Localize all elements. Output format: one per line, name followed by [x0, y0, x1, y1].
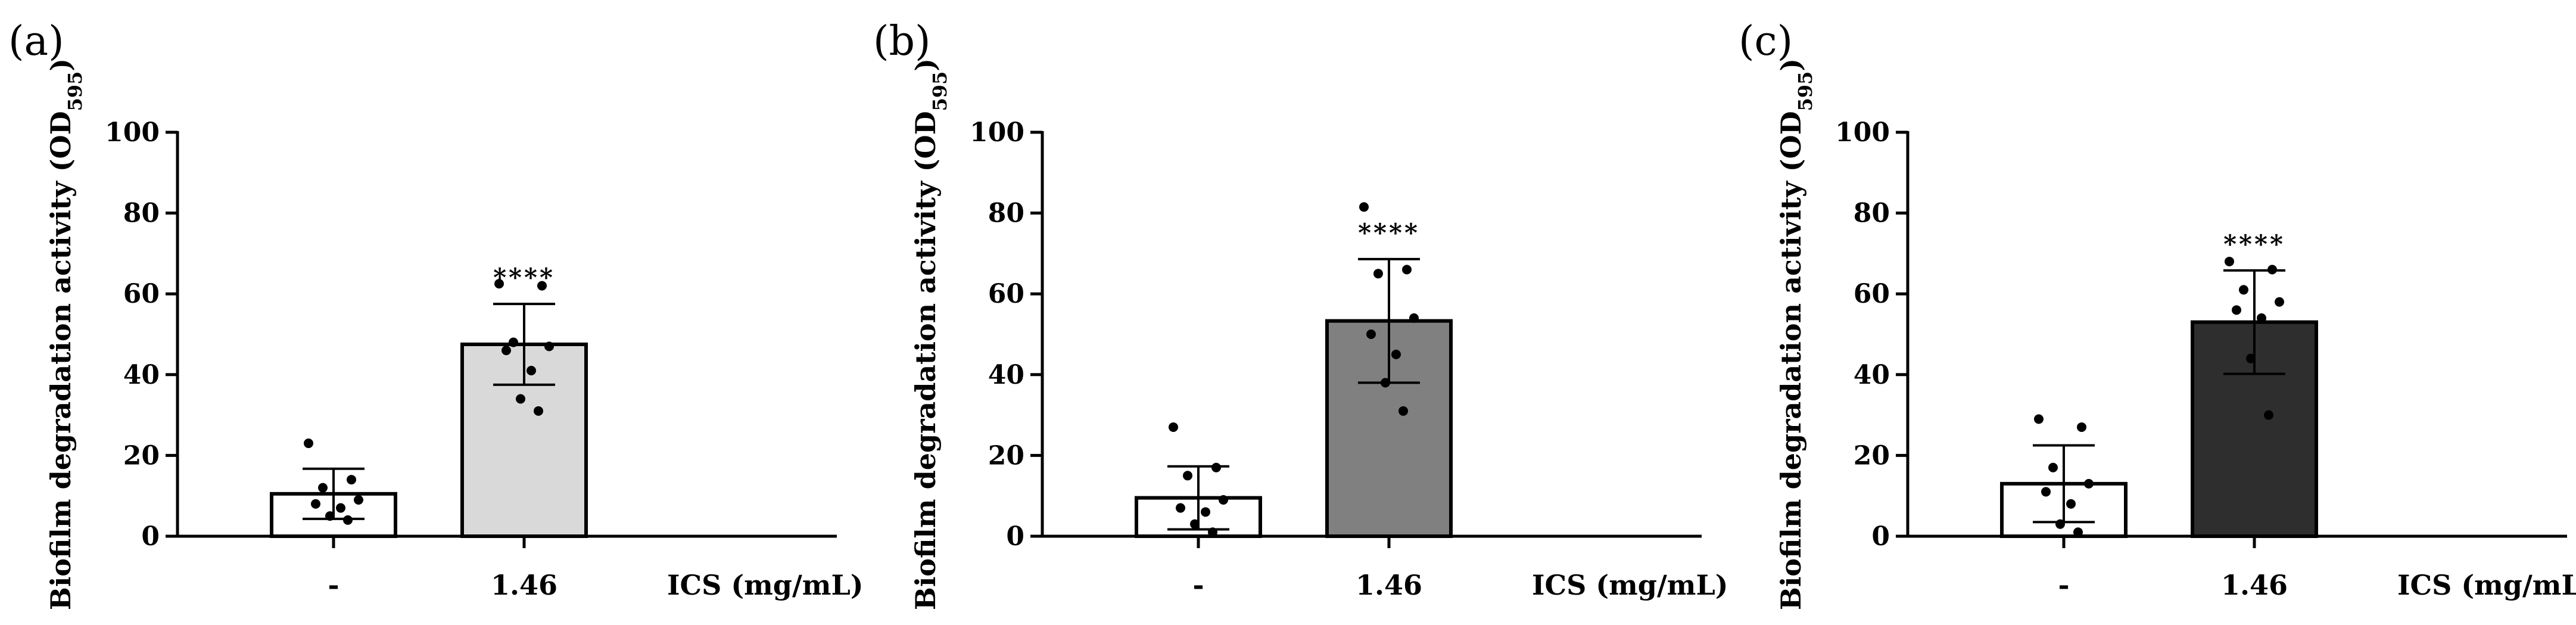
- y-tick-label: 40: [123, 360, 160, 390]
- data-point: [1402, 265, 1412, 275]
- y-tick-label: 0: [141, 521, 160, 552]
- y-tick-label: 100: [1835, 117, 1890, 148]
- data-point: [502, 346, 511, 356]
- y-tick-label: 20: [123, 440, 160, 471]
- data-point: [534, 406, 543, 416]
- data-point: [354, 495, 363, 505]
- y-axis-label-subscript: 595: [64, 71, 86, 111]
- data-point: [2048, 462, 2058, 472]
- data-point: [1373, 269, 1383, 279]
- significance-marker: ****: [1358, 218, 1420, 247]
- data-point: [2264, 410, 2273, 420]
- panel-label: (a): [8, 18, 64, 65]
- panel-0: (a)Biofilm degradation activity (OD595)0…: [8, 18, 864, 610]
- data-point: [2275, 297, 2284, 307]
- category-label-1: 1.46: [2221, 569, 2288, 601]
- y-tick-label: 0: [1871, 521, 1890, 552]
- data-point: [1366, 329, 1376, 339]
- data-point: [2257, 313, 2266, 323]
- y-tick-label: 40: [1854, 360, 1890, 390]
- data-point: [1201, 507, 1210, 517]
- category-label-0: -: [2058, 569, 2069, 601]
- y-tick-label: 80: [123, 198, 160, 229]
- y-axis-label-main: Biofilm degradation activity (OD: [1775, 111, 1807, 610]
- data-point: [325, 511, 335, 521]
- data-point: [1391, 349, 1401, 359]
- y-tick-label: 0: [1006, 521, 1024, 552]
- y-axis-label-end: ): [45, 58, 77, 71]
- x-axis-label: ICS (mg/mL): [1532, 569, 1728, 601]
- data-point: [1409, 313, 1419, 323]
- significance-marker: ****: [493, 263, 555, 292]
- data-point: [343, 515, 353, 525]
- data-point: [2077, 422, 2086, 432]
- data-point: [2267, 265, 2277, 275]
- data-point: [537, 281, 547, 291]
- data-point: [2225, 256, 2234, 266]
- data-point: [509, 337, 518, 347]
- y-tick-label: 60: [988, 279, 1024, 309]
- category-label-0: -: [328, 569, 339, 601]
- data-point: [2055, 519, 2065, 529]
- category-label-1: 1.46: [491, 569, 557, 601]
- y-axis-label-end: ): [1775, 58, 1807, 71]
- data-point: [2084, 478, 2094, 489]
- y-axis-label-subscript: 595: [929, 71, 951, 111]
- data-point: [1359, 202, 1369, 212]
- data-point: [336, 503, 345, 513]
- y-tick-label: 20: [1854, 440, 1890, 471]
- data-point: [1190, 519, 1200, 529]
- panel-1: (b)Biofilm degradation activity (OD595)0…: [873, 18, 1728, 610]
- y-tick-label: 80: [1854, 198, 1890, 229]
- data-point: [1398, 406, 1408, 416]
- y-axis-label-main: Biofilm degradation activity (OD: [909, 111, 942, 610]
- y-axis-label: Biofilm degradation activity (OD595): [1775, 58, 1817, 610]
- data-point: [2232, 305, 2241, 315]
- significance-marker: ****: [2223, 229, 2285, 259]
- data-point: [318, 483, 328, 493]
- panel-label: (b): [873, 18, 931, 65]
- data-point: [347, 475, 356, 485]
- data-point: [2034, 414, 2044, 424]
- data-point: [544, 341, 554, 352]
- data-point: [516, 394, 525, 404]
- data-point: [1219, 495, 1228, 505]
- data-point: [527, 366, 536, 376]
- y-tick-label: 60: [1854, 279, 1890, 309]
- y-axis-label: Biofilm degradation activity (OD595): [45, 58, 86, 610]
- category-label-1: 1.46: [1356, 569, 1422, 601]
- data-point: [1381, 378, 1390, 388]
- data-point: [2041, 487, 2051, 497]
- y-tick-label: 80: [988, 198, 1024, 229]
- data-point: [494, 279, 504, 289]
- y-axis-label: Biofilm degradation activity (OD595): [909, 58, 951, 610]
- data-point: [2066, 499, 2076, 509]
- y-tick-label: 100: [105, 117, 160, 148]
- y-axis-label-subscript: 595: [1794, 71, 1817, 111]
- panel-label: (c): [1739, 18, 1793, 65]
- data-point: [1208, 527, 1217, 537]
- x-axis-label: ICS (mg/mL): [2397, 569, 2576, 601]
- y-axis-label-main: Biofilm degradation activity (OD: [45, 111, 77, 610]
- data-point: [1176, 503, 1185, 513]
- x-axis-label: ICS (mg/mL): [667, 569, 864, 601]
- data-point: [311, 499, 320, 509]
- y-axis-label-end: ): [909, 58, 942, 71]
- y-tick-label: 60: [123, 279, 160, 309]
- data-point: [304, 439, 313, 449]
- y-tick-label: 100: [970, 117, 1024, 148]
- data-point: [1183, 471, 1192, 481]
- data-point: [2246, 353, 2256, 363]
- data-point: [2073, 527, 2083, 537]
- data-point: [1169, 422, 1178, 432]
- data-point: [2239, 285, 2248, 295]
- data-point: [1211, 462, 1221, 472]
- category-label-0: -: [1192, 569, 1204, 601]
- panel-2: (c)Biofilm degradation activity (OD595)0…: [1739, 18, 2576, 610]
- y-tick-label: 40: [988, 360, 1024, 390]
- y-tick-label: 20: [988, 440, 1024, 471]
